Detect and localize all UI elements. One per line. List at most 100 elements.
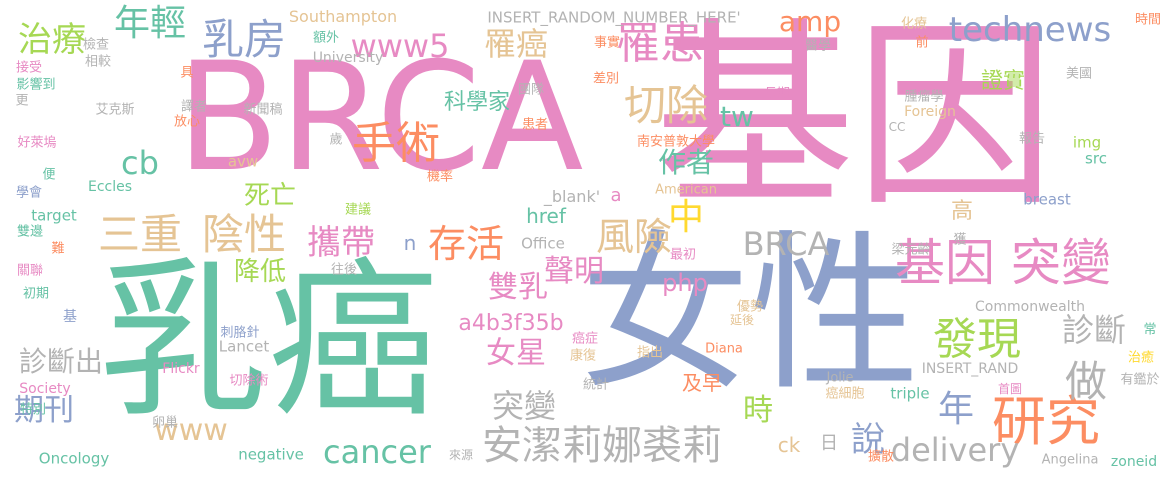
word: 南安普敦大學 — [636, 134, 716, 150]
word: 說 — [851, 420, 885, 460]
word: 獲 — [953, 232, 967, 248]
word: tw — [720, 100, 754, 133]
word: 癌症 — [571, 331, 599, 347]
word: Angelina — [1041, 452, 1099, 468]
word: 有鑑於 — [1120, 372, 1160, 388]
word: 研究 — [992, 390, 1100, 453]
word: 檢查 — [82, 37, 110, 53]
word: 死亡 — [243, 181, 297, 211]
word: 指出 — [636, 345, 664, 361]
word: 風險 — [595, 215, 673, 259]
word: 存活 — [427, 222, 505, 266]
word: 期刊 — [14, 393, 74, 428]
word: a — [610, 185, 622, 206]
word: 譯者 — [180, 99, 208, 115]
word: Foreign — [904, 104, 956, 120]
word: 歲 — [329, 132, 343, 148]
word: Oncology — [38, 449, 110, 468]
word: 統計 — [582, 377, 610, 393]
word: 艾克斯 — [95, 102, 135, 118]
word: a4b3f35b — [458, 311, 564, 336]
word: 時間 — [1134, 12, 1162, 28]
word: 基因 — [654, 1, 1056, 234]
word: Commonwealth — [975, 299, 1085, 315]
word: 做 — [1064, 357, 1108, 406]
word: 罹癌 — [483, 25, 549, 63]
word: 診斷出 — [18, 345, 104, 378]
word: 發現 — [933, 314, 1021, 365]
word: 乳房 — [201, 15, 287, 64]
word: 差別 — [592, 71, 620, 87]
word: 攜帶 — [307, 223, 375, 263]
word: avw — [227, 152, 259, 171]
word: University — [312, 50, 384, 66]
word: _blank' — [543, 187, 601, 206]
word: 影響到 — [16, 77, 56, 93]
word: 女星 — [486, 336, 546, 371]
word: 梁元齡 — [891, 242, 931, 258]
word: 關聯 — [16, 263, 44, 279]
word: Eccles — [87, 179, 133, 195]
word: 高 — [950, 199, 974, 224]
word: 常 — [1143, 322, 1157, 338]
word: zoneid — [1110, 454, 1158, 470]
word: BRCA — [742, 225, 830, 263]
word: 基 — [63, 309, 77, 325]
word: 雙邊 — [16, 224, 44, 240]
word: breast — [1023, 190, 1071, 209]
word: 基因 突變 — [895, 234, 1111, 292]
word: 手術 — [352, 118, 440, 169]
word: CC — [888, 120, 906, 134]
word: delivery — [890, 431, 1020, 469]
word: src — [1085, 149, 1107, 168]
word: 女性 — [579, 216, 921, 414]
word: 擴散 — [867, 449, 895, 465]
word: 治癒 — [1127, 350, 1155, 366]
word: 事實 — [593, 35, 621, 51]
word: 報告 — [1018, 131, 1046, 147]
word: 難 — [51, 241, 65, 257]
word: php — [662, 269, 708, 297]
word: 接受 — [15, 60, 43, 76]
word: Diana — [705, 341, 743, 357]
word: href — [526, 204, 566, 228]
word: INSERT_RAND — [921, 361, 1019, 377]
word: 腫瘤學 — [904, 89, 944, 105]
word: 更 — [15, 93, 29, 109]
word: 優勢 — [736, 299, 764, 315]
word: www — [154, 413, 228, 448]
word: 相較 — [84, 54, 112, 70]
word: 首圖 — [997, 382, 1023, 396]
word: 安潔莉娜裘莉 — [482, 423, 722, 469]
word: American — [655, 182, 717, 198]
word: 中 — [667, 197, 705, 238]
word: target — [31, 206, 77, 225]
word: 刺胳針 — [220, 325, 260, 341]
word: 團隊 — [517, 82, 545, 98]
word: 年輕 — [113, 3, 187, 44]
word: 及早 — [682, 371, 722, 395]
word: cb — [121, 144, 159, 182]
word: 額外 — [312, 30, 340, 46]
word: 乳癌 — [97, 243, 439, 441]
word: 初期 — [22, 286, 50, 302]
word: 好萊塢 — [17, 135, 57, 151]
word: 卵巢 — [151, 415, 179, 431]
word: 往後 — [330, 262, 358, 278]
word: Jolie — [826, 370, 854, 386]
word: 康復 — [569, 348, 597, 364]
word: img — [1072, 133, 1102, 152]
word: 具 — [180, 65, 194, 81]
word: 新聞稿 — [243, 102, 283, 118]
word: Flickr — [162, 361, 200, 377]
word: amp — [778, 5, 842, 38]
word: 年 — [937, 389, 975, 430]
word: 機率 — [426, 169, 454, 185]
word: 特別 — [19, 402, 47, 418]
word: 切除術 — [229, 373, 269, 389]
word: 診斷 — [1061, 311, 1127, 349]
word: 陰性 — [201, 210, 287, 259]
word: 學會 — [15, 185, 43, 201]
word: negative — [238, 445, 304, 464]
